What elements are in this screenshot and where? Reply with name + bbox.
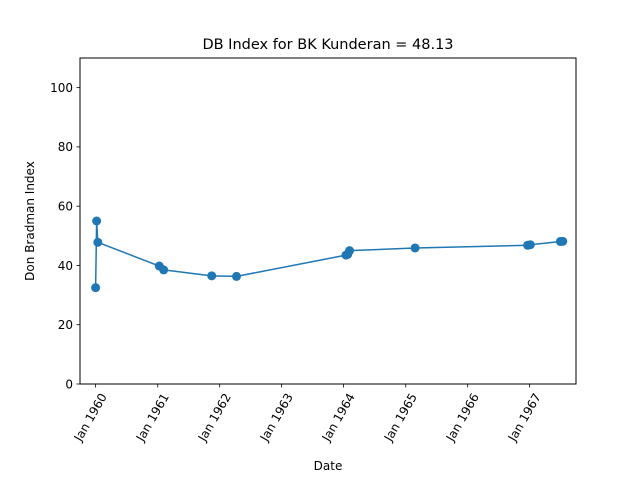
data-point (91, 283, 101, 293)
data-point (159, 265, 169, 275)
y-tick-label: 0 (65, 377, 73, 391)
plot-area (80, 58, 576, 384)
data-point (207, 271, 217, 281)
data-point (410, 243, 420, 253)
data-point (525, 240, 535, 250)
chart-title: DB Index for BK Kunderan = 48.13 (202, 37, 453, 53)
y-tick-label: 100 (50, 81, 73, 95)
y-tick-label: 40 (58, 259, 73, 273)
y-tick-label: 80 (58, 140, 73, 154)
data-point (93, 237, 103, 247)
x-axis-label: Date (314, 459, 343, 473)
data-point (558, 236, 568, 246)
y-tick-label: 20 (58, 318, 73, 332)
data-point (345, 246, 355, 256)
data-point (232, 271, 242, 281)
y-axis: 0 20 40 60 80 100 (50, 81, 80, 391)
plot-frame (79, 57, 577, 385)
plot-background (80, 58, 576, 384)
y-tick-label: 60 (58, 199, 73, 213)
data-point (92, 216, 102, 226)
series-layer (91, 216, 568, 293)
y-axis-label: Don Bradman Index (23, 161, 37, 281)
